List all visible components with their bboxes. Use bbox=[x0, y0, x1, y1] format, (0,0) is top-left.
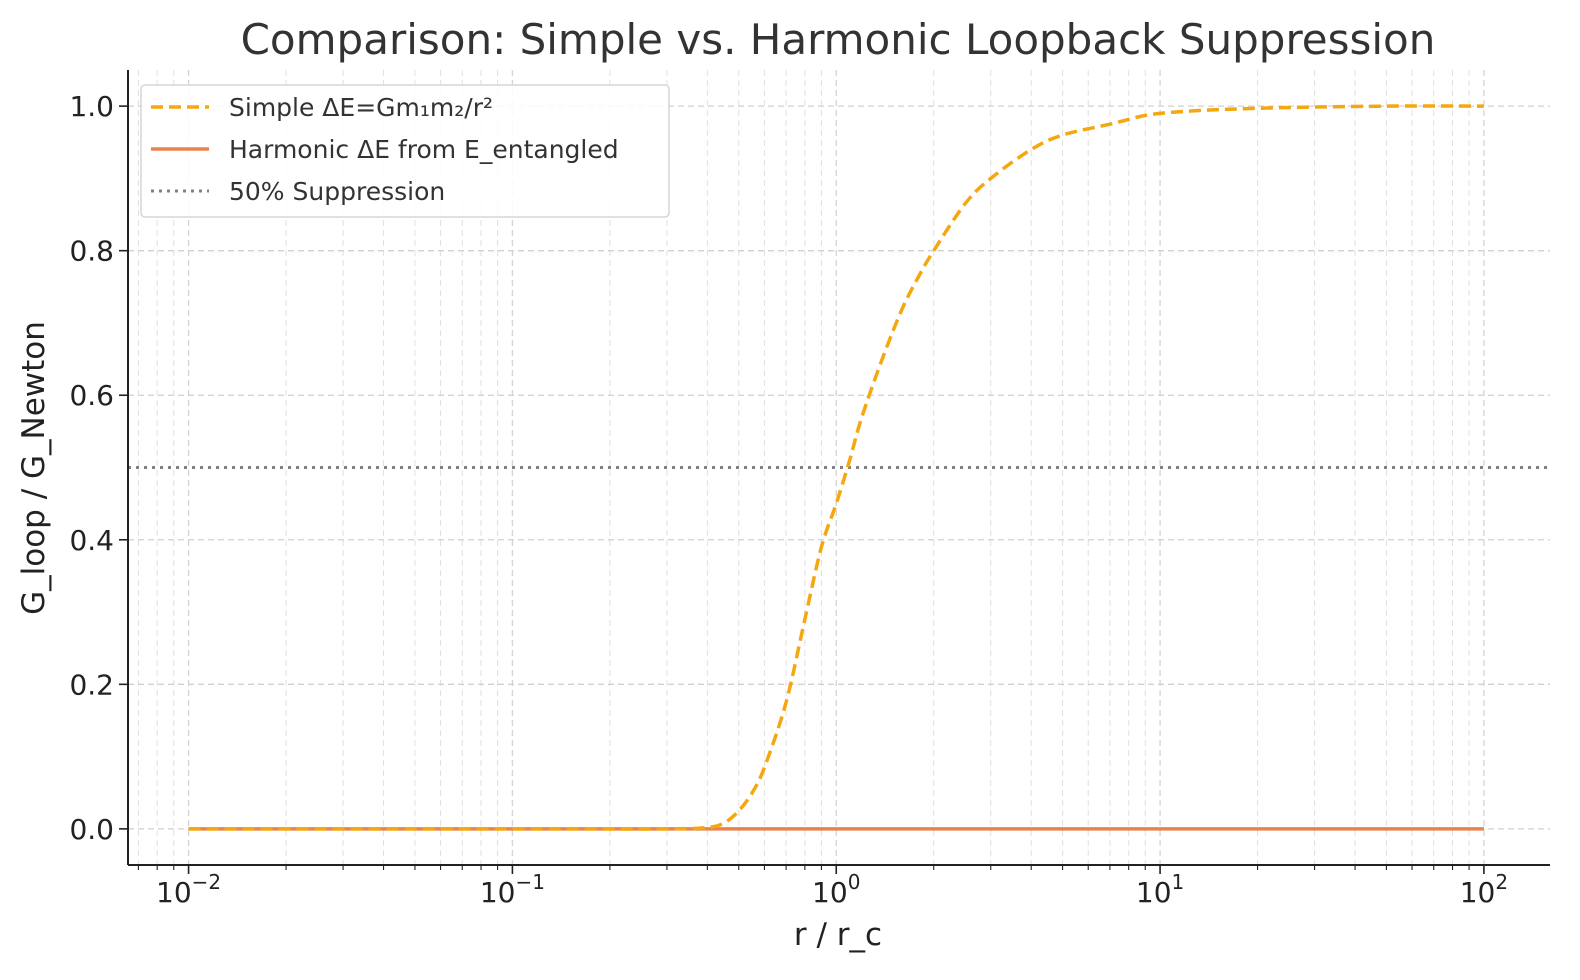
y-tick-label: 0.4 bbox=[69, 524, 114, 557]
x-tick-label: 101 bbox=[1136, 870, 1184, 909]
y-tick-label: 0.8 bbox=[69, 235, 114, 268]
x-tick-label-exponent: −2 bbox=[192, 870, 221, 894]
x-tick-label: 10−1 bbox=[480, 870, 545, 909]
chart-title: Comparison: Simple vs. Harmonic Loopback… bbox=[241, 15, 1436, 64]
series-line-simple bbox=[188, 104, 1484, 831]
x-tick-label-exponent: 2 bbox=[1495, 870, 1508, 894]
legend-label-threshold: 50% Suppression bbox=[229, 177, 445, 206]
x-tick-label-base: 10 bbox=[1136, 876, 1172, 909]
y-tick-label: 0.6 bbox=[69, 379, 114, 412]
legend: Simple ΔE=Gm₁m₂/r² Harmonic ΔE from E_en… bbox=[140, 84, 670, 218]
legend-box bbox=[140, 84, 670, 218]
x-tick-label: 102 bbox=[1460, 870, 1508, 909]
x-tick-label-base: 10 bbox=[812, 876, 848, 909]
x-tick-label-base: 10 bbox=[156, 876, 192, 909]
plot-area bbox=[128, 104, 1550, 831]
legend-label-harmonic: Harmonic ΔE from E_entangled bbox=[229, 135, 619, 164]
x-tick-label: 100 bbox=[812, 870, 860, 909]
x-tick-label: 10−2 bbox=[156, 870, 221, 909]
x-tick-label-exponent: −1 bbox=[515, 870, 544, 894]
y-tick-label: 0.0 bbox=[69, 813, 114, 846]
x-tick-label-exponent: 1 bbox=[1172, 870, 1185, 894]
x-tick-label-exponent: 0 bbox=[848, 870, 861, 894]
x-tick-label-base: 10 bbox=[480, 876, 516, 909]
legend-label-simple: Simple ΔE=Gm₁m₂/r² bbox=[229, 93, 493, 122]
y-axis-label: G_loop / G_Newton bbox=[16, 321, 52, 615]
x-axis-label: r / r_c bbox=[794, 917, 882, 953]
x-tick-label-base: 10 bbox=[1460, 876, 1496, 909]
ticks: 0.00.20.40.60.81.010−2 10−1 100 101 102 bbox=[69, 90, 1508, 909]
y-tick-label: 0.2 bbox=[69, 668, 114, 701]
axes bbox=[127, 70, 1550, 866]
y-tick-label: 1.0 bbox=[69, 90, 114, 123]
